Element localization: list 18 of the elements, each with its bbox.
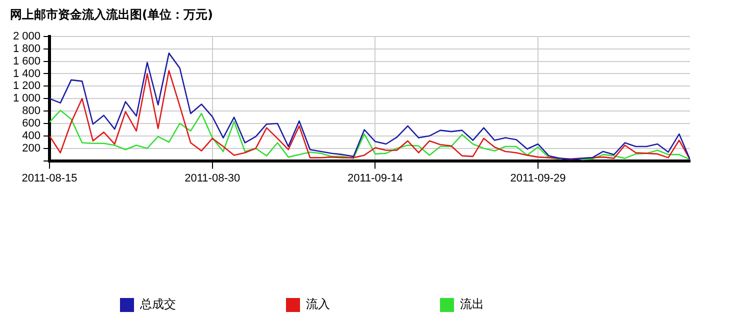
y-tick-label: 1 000 [12,92,41,105]
chart-title: 网上邮市资金流入流出图(单位：万元) [10,7,213,22]
x-tick-label: 2011-09-14 [347,172,403,184]
y-tick-label: 1 600 [12,55,41,68]
y-tick-label: 600 [22,118,41,130]
x-tick-label: 2011-09-29 [510,172,566,184]
y-tick-label: 1 400 [12,68,41,80]
y-tick-label: 2 000 [12,30,41,42]
y-tick-label: 1 200 [12,80,41,92]
y-tick-label: 1 800 [12,42,41,55]
y-tick-label: 800 [22,105,41,118]
y-tick-label: 400 [22,130,41,142]
legend-label: 流入 [306,297,330,312]
y-tick-label: 200 [22,142,41,154]
legend-label: 流出 [460,297,484,312]
legend-label: 总成交 [139,297,176,312]
x-tick-label: 2011-08-30 [184,172,240,184]
x-tick-label: 2011-08-15 [22,172,78,184]
